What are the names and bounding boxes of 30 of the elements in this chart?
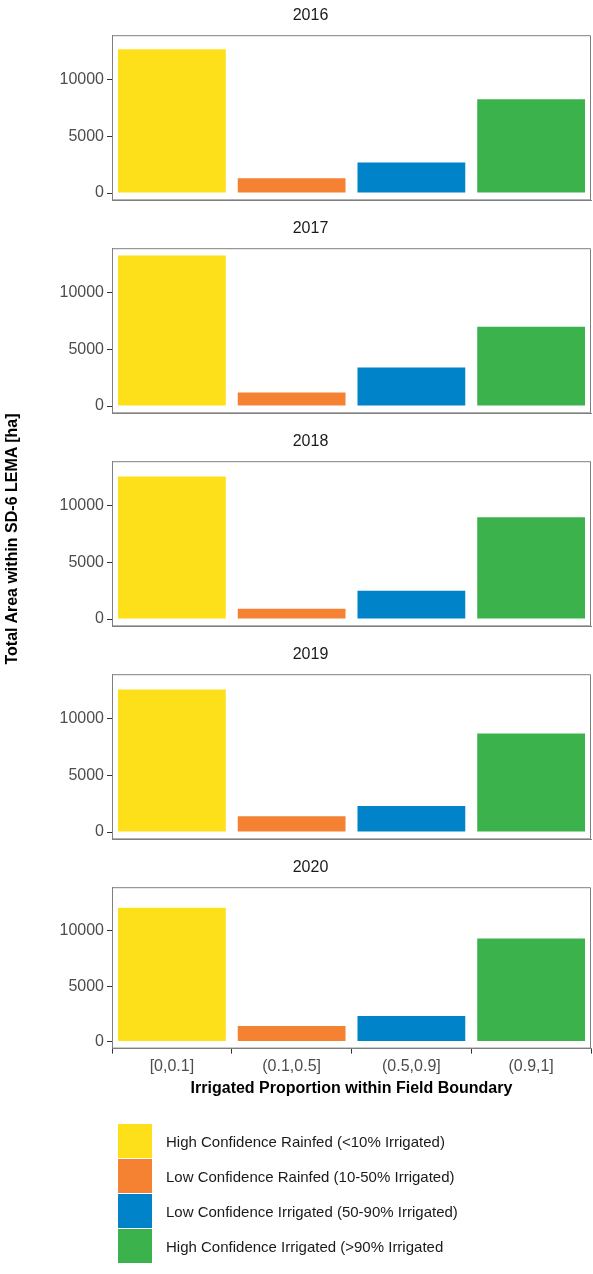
y-tick-label: 0: [95, 183, 105, 201]
x-tick-label: (0.9,1]: [508, 1056, 554, 1074]
y-tick-label: 0: [95, 609, 105, 627]
x-tick-label: (0.5,0.9]: [382, 1056, 441, 1074]
chart-title: 2019: [292, 645, 329, 663]
y-tick-label: 5000: [68, 765, 105, 783]
y-tick-label: 0: [95, 1031, 105, 1049]
chart-title: 2020: [292, 858, 329, 876]
legend-label: High Confidence Rainfed (<10% Irrigated): [166, 1132, 445, 1150]
x-axis-title: Irrigated Proportion within Field Boundary: [190, 1078, 513, 1096]
y-tick-label: 5000: [68, 339, 105, 357]
legend-label: High Confidence Irrigated (>90% Irrigated: [166, 1237, 444, 1255]
legend-label: Low Confidence Irrigated (50-90% Irrigated): [166, 1202, 458, 1220]
chart-title: 2017: [292, 219, 329, 237]
y-tick-label: 10000: [59, 496, 105, 514]
chart-title: 2016: [292, 6, 329, 24]
y-tick-label: 0: [95, 822, 105, 840]
x-tick-label: (0.1,0.5]: [262, 1056, 321, 1074]
x-tick-label: [0,0.1]: [149, 1056, 195, 1074]
y-tick-label: 10000: [59, 70, 105, 88]
y-tick-label: 5000: [68, 976, 105, 994]
y-tick-label: 5000: [68, 552, 105, 570]
y-axis-title: Total Area within SD-6 LEMA [ha]: [3, 412, 21, 667]
legend-label: Low Confidence Rainfed (10-50% Irrigated): [166, 1167, 455, 1185]
y-tick-label: 5000: [68, 126, 105, 144]
y-tick-label: 10000: [59, 709, 105, 727]
y-tick-label: 10000: [59, 283, 105, 301]
y-tick-label: 10000: [59, 921, 105, 939]
y-tick-label: 0: [95, 396, 105, 414]
chart-title: 2018: [292, 432, 329, 450]
